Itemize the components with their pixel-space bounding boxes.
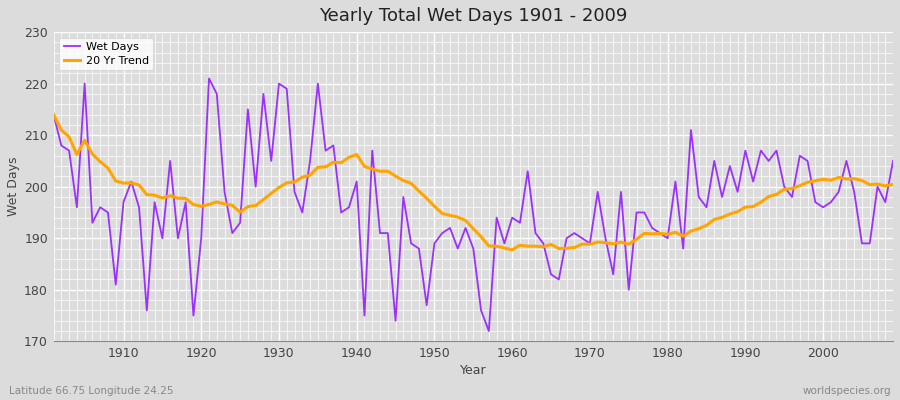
Text: Latitude 66.75 Longitude 24.25: Latitude 66.75 Longitude 24.25 bbox=[9, 386, 174, 396]
20 Yr Trend bbox=[507, 248, 517, 252]
Line: Wet Days: Wet Days bbox=[53, 78, 893, 331]
Wet Days bbox=[48, 112, 58, 117]
20 Yr Trend bbox=[48, 112, 58, 117]
Wet Days bbox=[289, 190, 300, 194]
20 Yr Trend bbox=[499, 246, 509, 250]
X-axis label: Year: Year bbox=[460, 364, 487, 377]
20 Yr Trend bbox=[608, 242, 618, 246]
20 Yr Trend bbox=[515, 243, 526, 248]
Wet Days bbox=[887, 158, 898, 163]
Wet Days bbox=[515, 220, 526, 225]
Y-axis label: Wet Days: Wet Days bbox=[7, 157, 20, 216]
Legend: Wet Days, 20 Yr Trend: Wet Days, 20 Yr Trend bbox=[59, 38, 153, 70]
Wet Days bbox=[336, 210, 346, 215]
Wet Days bbox=[203, 76, 214, 81]
20 Yr Trend bbox=[111, 178, 122, 183]
Wet Days bbox=[111, 282, 122, 287]
20 Yr Trend bbox=[887, 182, 898, 187]
Text: worldspecies.org: worldspecies.org bbox=[803, 386, 891, 396]
20 Yr Trend bbox=[282, 180, 292, 185]
Line: 20 Yr Trend: 20 Yr Trend bbox=[53, 114, 893, 250]
Wet Days bbox=[522, 169, 533, 174]
Wet Days bbox=[483, 329, 494, 334]
Wet Days bbox=[616, 190, 626, 194]
Title: Yearly Total Wet Days 1901 - 2009: Yearly Total Wet Days 1901 - 2009 bbox=[320, 7, 627, 25]
20 Yr Trend bbox=[328, 160, 338, 165]
